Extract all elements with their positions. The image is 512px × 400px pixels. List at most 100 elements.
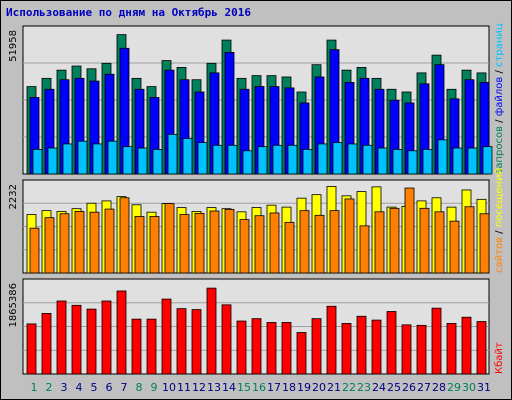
bar-kbytes-Кбайт-day-1 bbox=[26, 323, 37, 375]
day-label-6: 6 bbox=[106, 381, 113, 394]
day-label-17: 17 bbox=[267, 381, 281, 394]
bar-kbytes-Кбайт-day-14 bbox=[221, 304, 232, 375]
bar-kbytes-Кбайт-day-5 bbox=[86, 308, 97, 375]
bar-requests-страниц-day-30 bbox=[467, 147, 478, 175]
legend-entry: посещений bbox=[494, 168, 505, 227]
bar-requests-страниц-day-28 bbox=[437, 139, 448, 175]
bar-visits-сайтов-day-16 bbox=[254, 215, 265, 274]
bar-requests-страниц-day-26 bbox=[407, 150, 418, 175]
bar-requests-страниц-day-22 bbox=[347, 143, 358, 175]
bar-kbytes-Кбайт-day-30 bbox=[461, 316, 472, 375]
bar-kbytes-Кбайт-day-9 bbox=[146, 318, 157, 375]
bar-visits-сайтов-day-3 bbox=[59, 213, 70, 274]
bar-requests-страниц-day-15 bbox=[242, 150, 253, 175]
bar-kbytes-Кбайт-day-4 bbox=[71, 304, 82, 375]
bar-requests-страниц-day-11 bbox=[182, 138, 193, 175]
bar-requests-страниц-day-17 bbox=[272, 144, 283, 175]
day-label-24: 24 bbox=[372, 381, 386, 394]
bar-visits-сайтов-day-2 bbox=[44, 217, 55, 274]
bar-kbytes-Кбайт-day-16 bbox=[251, 318, 262, 375]
bar-requests-страниц-day-21 bbox=[332, 142, 343, 175]
bar-requests-страниц-day-24 bbox=[377, 147, 388, 175]
bar-visits-сайтов-day-21 bbox=[329, 210, 340, 274]
bar-visits-сайтов-day-26 bbox=[404, 187, 415, 274]
bar-requests-страниц-day-25 bbox=[392, 149, 403, 175]
bar-kbytes-Кбайт-day-12 bbox=[191, 309, 202, 375]
day-label-7: 7 bbox=[121, 381, 128, 394]
bar-requests-страниц-day-20 bbox=[317, 143, 328, 175]
bar-visits-сайтов-day-29 bbox=[449, 220, 460, 274]
bar-kbytes-Кбайт-day-2 bbox=[41, 313, 52, 375]
day-label-22: 22 bbox=[342, 381, 356, 394]
bar-visits-сайтов-day-14 bbox=[224, 209, 235, 274]
day-label-30: 30 bbox=[462, 381, 476, 394]
bar-kbytes-Кбайт-day-8 bbox=[131, 318, 142, 375]
legend-entry: Кбайт bbox=[494, 342, 505, 374]
bar-requests-страниц-day-6 bbox=[107, 140, 118, 175]
day-label-18: 18 bbox=[282, 381, 296, 394]
bar-requests-страниц-day-23 bbox=[362, 144, 373, 175]
day-label-4: 4 bbox=[76, 381, 83, 394]
bar-visits-сайтов-day-5 bbox=[89, 211, 100, 274]
legend-entry: страниц bbox=[494, 23, 505, 67]
day-label-28: 28 bbox=[432, 381, 446, 394]
day-label-8: 8 bbox=[136, 381, 143, 394]
day-label-10: 10 bbox=[162, 381, 176, 394]
max-label-kbytes: 1865386 bbox=[8, 283, 19, 328]
bar-kbytes-Кбайт-day-31 bbox=[476, 321, 487, 375]
bar-kbytes-Кбайт-day-27 bbox=[416, 324, 427, 375]
bar-kbytes-Кбайт-day-26 bbox=[401, 324, 412, 375]
bar-visits-сайтов-day-4 bbox=[74, 211, 85, 274]
bar-requests-страниц-day-4 bbox=[77, 140, 88, 175]
bar-visits-сайтов-day-6 bbox=[104, 208, 115, 274]
bar-requests-страниц-day-19 bbox=[302, 149, 313, 175]
legend-entry: файлов bbox=[494, 77, 505, 117]
bar-kbytes-Кбайт-day-3 bbox=[56, 300, 67, 375]
bar-requests-страниц-day-14 bbox=[227, 144, 238, 175]
day-label-26: 26 bbox=[402, 381, 416, 394]
chart-title: Использование по дням на Октябрь 2016 bbox=[6, 6, 252, 19]
day-label-13: 13 bbox=[207, 381, 221, 394]
bar-requests-страниц-day-5 bbox=[92, 143, 103, 175]
day-label-2: 2 bbox=[46, 381, 53, 394]
legend-separator: / bbox=[494, 116, 505, 126]
legend-separator: / bbox=[494, 227, 505, 237]
bar-requests-страниц-day-10 bbox=[167, 133, 178, 175]
day-label-14: 14 bbox=[222, 381, 236, 394]
bar-requests-страниц-day-13 bbox=[212, 144, 223, 175]
bar-requests-страниц-day-12 bbox=[197, 142, 208, 175]
bar-kbytes-Кбайт-day-23 bbox=[356, 315, 367, 375]
bar-kbytes-Кбайт-day-11 bbox=[176, 308, 187, 375]
legend-separator: / bbox=[494, 67, 505, 77]
bar-requests-страниц-day-1 bbox=[32, 149, 43, 175]
legend-requests: запросов / файлов / страниц bbox=[494, 23, 505, 174]
day-label-27: 27 bbox=[417, 381, 431, 394]
day-label-31: 31 bbox=[477, 381, 491, 394]
bar-visits-сайтов-day-12 bbox=[194, 212, 205, 274]
bar-kbytes-Кбайт-day-29 bbox=[446, 323, 457, 375]
bar-kbytes-Кбайт-day-6 bbox=[101, 300, 112, 375]
bar-requests-страниц-day-2 bbox=[47, 147, 58, 175]
bar-requests-страниц-day-31 bbox=[482, 146, 493, 175]
bar-visits-сайтов-day-1 bbox=[29, 227, 40, 274]
bar-visits-сайтов-day-17 bbox=[269, 212, 280, 274]
bar-visits-сайтов-day-11 bbox=[179, 214, 190, 274]
bar-visits-сайтов-day-22 bbox=[344, 198, 355, 274]
day-label-19: 19 bbox=[297, 381, 311, 394]
bar-visits-сайтов-day-19 bbox=[299, 210, 310, 274]
bar-visits-сайтов-day-24 bbox=[374, 211, 385, 274]
bar-visits-сайтов-day-13 bbox=[209, 210, 220, 274]
day-label-20: 20 bbox=[312, 381, 326, 394]
bar-kbytes-Кбайт-day-28 bbox=[431, 307, 442, 375]
bar-visits-сайтов-day-30 bbox=[464, 206, 475, 274]
legend-entry: сайтов bbox=[494, 237, 505, 273]
max-label-requests: 51958 bbox=[8, 30, 19, 62]
bar-visits-сайтов-day-10 bbox=[164, 203, 175, 274]
bar-kbytes-Кбайт-day-25 bbox=[386, 311, 397, 375]
bar-visits-сайтов-day-31 bbox=[479, 213, 490, 274]
bar-visits-сайтов-day-9 bbox=[149, 216, 160, 274]
day-label-29: 29 bbox=[447, 381, 461, 394]
bar-visits-сайтов-day-18 bbox=[284, 221, 295, 274]
bar-requests-страниц-day-27 bbox=[422, 149, 433, 175]
bar-requests-страниц-day-16 bbox=[257, 146, 268, 175]
